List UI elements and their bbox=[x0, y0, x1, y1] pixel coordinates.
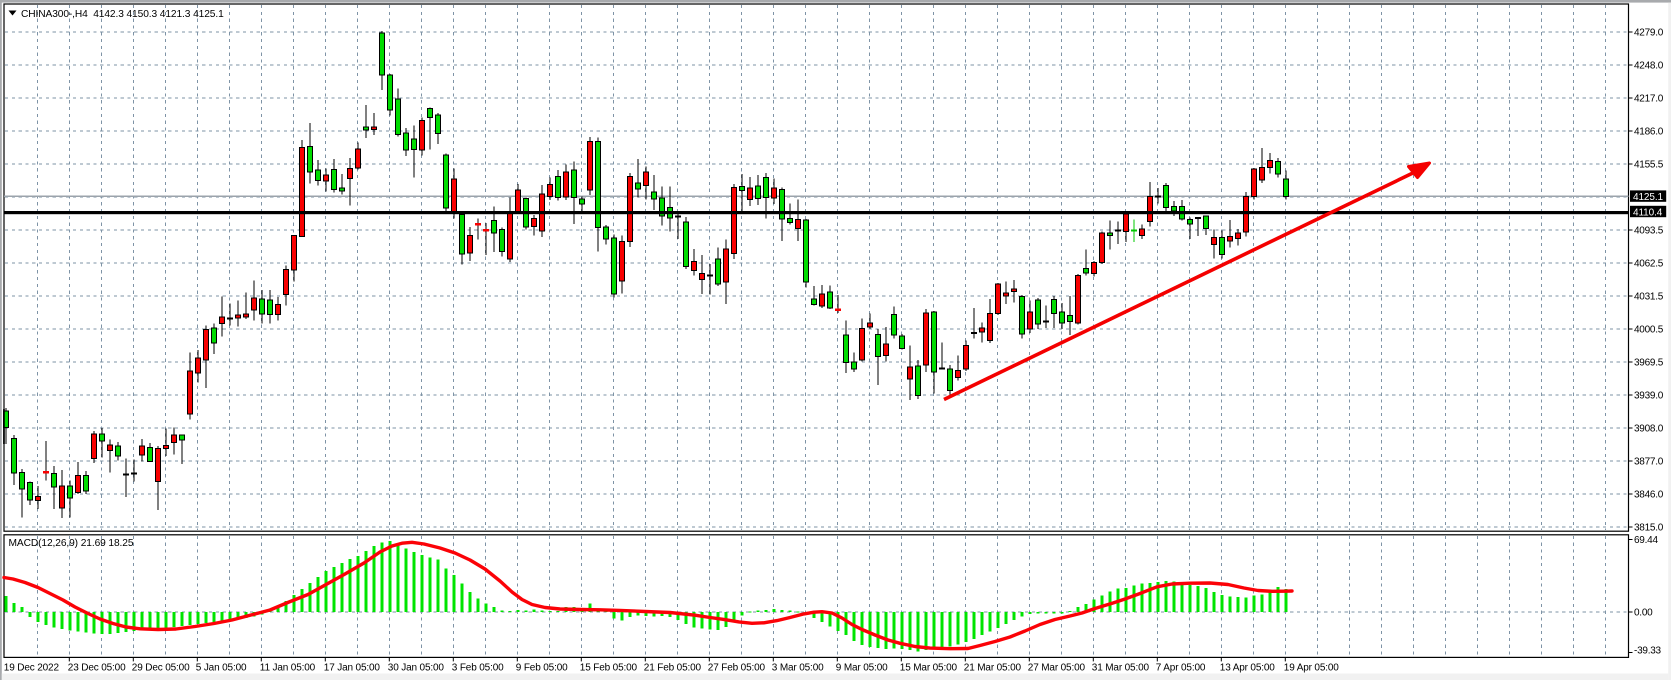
svg-text:0.00: 0.00 bbox=[1634, 608, 1653, 619]
svg-text:29 Dec 05:00: 29 Dec 05:00 bbox=[132, 663, 190, 674]
svg-text:4093.5: 4093.5 bbox=[1634, 226, 1664, 237]
svg-text:MACD(12,26,9) 21.69 18.25: MACD(12,26,9) 21.69 18.25 bbox=[9, 538, 134, 549]
svg-text:31 Mar 05:00: 31 Mar 05:00 bbox=[1092, 663, 1150, 674]
svg-text:15 Feb 05:00: 15 Feb 05:00 bbox=[580, 663, 638, 674]
svg-text:69.44: 69.44 bbox=[1634, 535, 1658, 546]
svg-text:3 Mar 05:00: 3 Mar 05:00 bbox=[772, 663, 824, 674]
svg-text:4031.5: 4031.5 bbox=[1634, 292, 1664, 303]
svg-text:3908.0: 3908.0 bbox=[1634, 424, 1664, 435]
svg-text:19 Dec 2022: 19 Dec 2022 bbox=[4, 663, 60, 674]
svg-text:7 Apr 05:00: 7 Apr 05:00 bbox=[1156, 663, 1206, 674]
svg-text:3969.5: 3969.5 bbox=[1634, 358, 1664, 369]
svg-text:4062.5: 4062.5 bbox=[1634, 259, 1664, 270]
svg-text:27 Feb 05:00: 27 Feb 05:00 bbox=[708, 663, 766, 674]
svg-text:15 Mar 05:00: 15 Mar 05:00 bbox=[900, 663, 958, 674]
svg-text:21 Mar 05:00: 21 Mar 05:00 bbox=[964, 663, 1022, 674]
svg-text:27 Mar 05:00: 27 Mar 05:00 bbox=[1028, 663, 1086, 674]
svg-text:4110.4: 4110.4 bbox=[1633, 207, 1663, 218]
svg-text:19 Apr 05:00: 19 Apr 05:00 bbox=[1284, 663, 1340, 674]
svg-text:21 Feb 05:00: 21 Feb 05:00 bbox=[644, 663, 702, 674]
svg-text:3939.0: 3939.0 bbox=[1634, 391, 1664, 402]
svg-text:13 Apr 05:00: 13 Apr 05:00 bbox=[1220, 663, 1276, 674]
svg-text:3877.0: 3877.0 bbox=[1634, 457, 1664, 468]
svg-text:4248.0: 4248.0 bbox=[1634, 61, 1664, 72]
svg-text:30 Jan 05:00: 30 Jan 05:00 bbox=[388, 663, 445, 674]
svg-text:11 Jan 05:00: 11 Jan 05:00 bbox=[260, 663, 316, 674]
svg-text:17 Jan 05:00: 17 Jan 05:00 bbox=[324, 663, 381, 674]
svg-text:-39.33: -39.33 bbox=[1634, 646, 1662, 657]
svg-text:3 Feb 05:00: 3 Feb 05:00 bbox=[452, 663, 504, 674]
svg-text:3846.0: 3846.0 bbox=[1634, 490, 1664, 501]
svg-text:4217.0: 4217.0 bbox=[1634, 94, 1664, 105]
svg-text:9 Feb 05:00: 9 Feb 05:00 bbox=[516, 663, 568, 674]
svg-text:4000.5: 4000.5 bbox=[1634, 325, 1664, 336]
svg-text:5 Jan 05:00: 5 Jan 05:00 bbox=[196, 663, 247, 674]
svg-text:CHINA300-,H4 4142.3 4150.3 41: CHINA300-,H4 4142.3 4150.3 4121.3 4125.1 bbox=[21, 9, 224, 20]
svg-text:4125.1: 4125.1 bbox=[1633, 192, 1664, 203]
svg-text:4155.5: 4155.5 bbox=[1634, 160, 1664, 171]
svg-text:9 Mar 05:00: 9 Mar 05:00 bbox=[836, 663, 888, 674]
svg-text:4279.0: 4279.0 bbox=[1634, 28, 1664, 39]
svg-text:4186.0: 4186.0 bbox=[1634, 127, 1664, 138]
svg-text:3815.0: 3815.0 bbox=[1634, 523, 1664, 534]
svg-text:23 Dec 05:00: 23 Dec 05:00 bbox=[68, 663, 126, 674]
